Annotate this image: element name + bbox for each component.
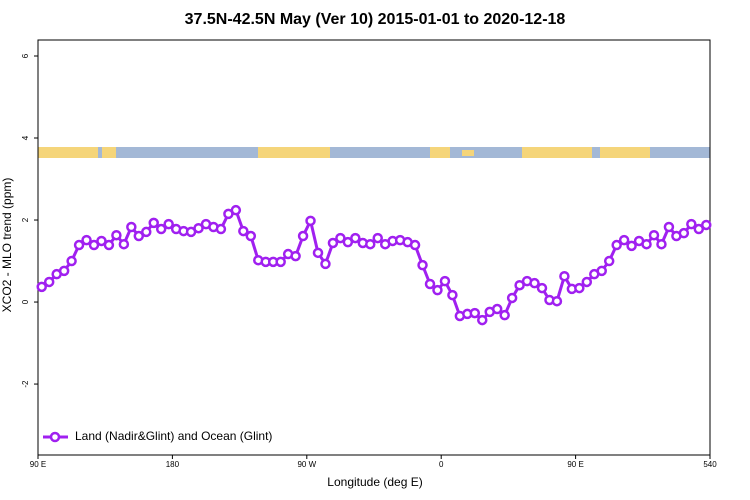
legend-label: Land (Nadir&Glint) and Ocean (Glint) <box>75 429 272 443</box>
y-tick-label: 6 <box>21 53 30 58</box>
point <box>656 238 667 250</box>
point <box>559 270 570 282</box>
point <box>43 276 55 288</box>
point <box>506 292 518 304</box>
point <box>424 278 436 290</box>
point <box>603 255 615 267</box>
point <box>275 256 286 268</box>
point <box>469 307 481 319</box>
point <box>126 221 137 233</box>
point <box>641 238 652 250</box>
y-tick-label: 0 <box>21 299 30 304</box>
x-tick-label: 180 <box>166 460 180 469</box>
point <box>238 225 249 237</box>
point <box>417 259 428 271</box>
point <box>103 239 115 251</box>
point <box>409 239 421 251</box>
point <box>230 204 242 216</box>
point <box>477 314 488 326</box>
x-tick-label: 90 E <box>30 460 46 469</box>
point <box>686 218 697 230</box>
point <box>499 309 510 321</box>
point <box>350 232 361 244</box>
point <box>693 223 705 235</box>
point <box>335 232 346 244</box>
point <box>372 232 383 244</box>
point <box>141 226 152 238</box>
point <box>514 279 525 291</box>
y-tick-label: 2 <box>21 217 30 222</box>
x-tick-label: 0 <box>439 460 444 469</box>
point <box>73 239 85 251</box>
point <box>305 215 316 227</box>
point <box>327 237 339 249</box>
point <box>439 275 451 287</box>
point <box>133 230 145 242</box>
point <box>163 218 174 230</box>
point <box>66 255 77 267</box>
point <box>574 282 585 294</box>
legend-marker <box>49 431 61 443</box>
point <box>193 222 204 234</box>
point <box>290 250 301 262</box>
point <box>626 240 637 252</box>
y-axis-label: XCO2 - MLO trend (ppm) <box>0 178 14 313</box>
point <box>118 238 130 250</box>
point <box>432 284 443 296</box>
land-ocean-strip <box>38 147 710 158</box>
point <box>701 219 712 231</box>
x-tick-label: 90 E <box>567 460 583 469</box>
point <box>529 277 540 289</box>
point <box>342 236 354 248</box>
point <box>312 247 324 259</box>
chart-title: 37.5N-42.5N May (Ver 10) 2015-01-01 to 2… <box>185 11 566 28</box>
point <box>611 239 622 251</box>
point <box>551 295 563 307</box>
x-axis-label: Longitude (deg E) <box>327 475 422 489</box>
point <box>618 234 630 246</box>
point <box>447 289 458 301</box>
y-tick-label: -2 <box>21 380 30 388</box>
point <box>245 230 257 242</box>
point <box>81 234 92 246</box>
point <box>536 282 548 294</box>
point <box>215 223 227 235</box>
point <box>365 238 376 250</box>
point <box>491 303 503 315</box>
point <box>297 230 309 242</box>
point <box>663 221 675 233</box>
point <box>96 235 107 247</box>
point <box>58 265 70 277</box>
point <box>320 258 331 270</box>
point <box>581 276 593 288</box>
point <box>111 229 122 241</box>
point <box>148 217 159 229</box>
point <box>155 223 167 235</box>
plot-frame <box>37 39 711 456</box>
point <box>596 265 607 277</box>
y-tick-label: 4 <box>21 135 30 140</box>
point <box>36 281 47 293</box>
point <box>88 239 100 251</box>
point <box>648 229 660 241</box>
x-tick-label: 90 W <box>297 460 316 469</box>
point <box>678 227 690 239</box>
x-tick-label: 540 <box>703 460 717 469</box>
